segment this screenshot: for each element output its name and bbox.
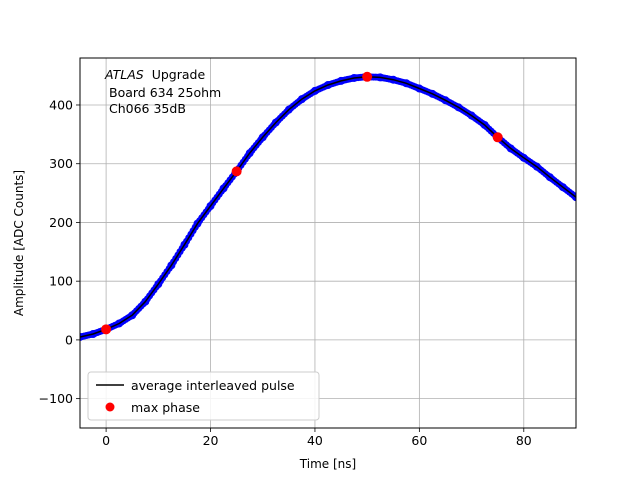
y-tick-label: 300	[49, 156, 73, 171]
upgrade-label: Upgrade	[152, 67, 206, 82]
max-phase-marker	[231, 166, 242, 177]
x-tick-label: 0	[102, 433, 110, 448]
y-axis-label: Amplitude [ADC Counts]	[12, 170, 26, 316]
y-tick-label: 400	[49, 97, 73, 112]
x-tick-label: 40	[307, 433, 323, 448]
x-tick-label: 20	[203, 433, 219, 448]
x-axis-label: Time [ns]	[299, 457, 356, 471]
annotation-line-3: Ch066 35dB	[109, 101, 186, 116]
average-pulse-line	[80, 76, 576, 338]
legend-box	[87, 371, 320, 421]
legend-marker-swatch	[105, 402, 115, 412]
axis-ticks: 0 20 40 60 80 −100 0 100 200 300 400	[39, 97, 532, 448]
y-tick-label: −100	[39, 391, 73, 406]
y-tick-label: 100	[49, 274, 73, 289]
max-phase-marker	[362, 71, 373, 82]
y-tick-label: 200	[49, 215, 73, 230]
legend: average interleaved pulse max phase	[87, 371, 320, 421]
atlas-annotation: ATLAS Upgrade Board 634 25ohm Ch066 35dB	[104, 67, 221, 116]
legend-entry-average: average interleaved pulse	[131, 378, 295, 393]
legend-entry-max-phase: max phase	[131, 400, 200, 415]
y-tick-label: 0	[65, 332, 73, 347]
axes-frame	[79, 57, 577, 429]
max-phase-marker	[101, 324, 112, 335]
plot-content	[80, 71, 576, 341]
x-tick-label: 80	[516, 433, 532, 448]
atlas-label: ATLAS	[104, 67, 144, 82]
annotation-line-2: Board 634 25ohm	[109, 85, 221, 100]
max-phase-marker	[492, 132, 503, 143]
x-tick-label: 60	[411, 433, 427, 448]
annotation-line-1: ATLAS Upgrade	[104, 67, 205, 82]
plot-area	[80, 71, 576, 341]
